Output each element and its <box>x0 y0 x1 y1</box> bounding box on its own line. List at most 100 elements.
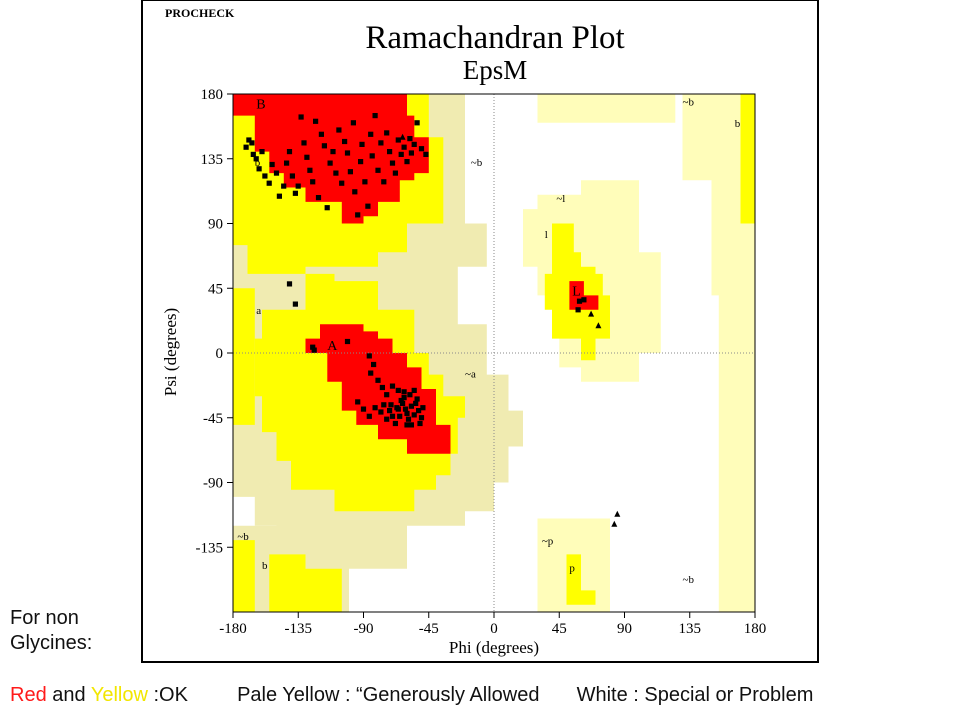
residue-point <box>395 406 401 412</box>
residue-point <box>402 406 409 412</box>
residue-point <box>411 412 417 418</box>
y-tick-label: 180 <box>201 87 224 103</box>
residue-point <box>359 141 365 147</box>
residue-point <box>389 160 396 166</box>
residue-point <box>401 389 407 395</box>
residue-point <box>423 151 429 157</box>
legend-white-text: White : Special or Problem <box>576 684 814 706</box>
residue-point <box>324 205 330 211</box>
residue-point <box>246 137 252 143</box>
residue-point <box>253 156 259 162</box>
residue-point <box>315 195 322 201</box>
residue-point <box>414 396 420 402</box>
residue-point <box>366 353 372 359</box>
residue-point <box>392 420 398 427</box>
residue-point <box>344 150 351 156</box>
x-tick-label: 135 <box>679 621 702 637</box>
residue-point <box>395 137 401 143</box>
x-tick-label: -90 <box>354 621 374 637</box>
residue-point <box>395 387 401 393</box>
residue-point <box>400 400 406 406</box>
residue-point <box>381 402 387 408</box>
residue-point <box>250 151 256 157</box>
residue-point <box>404 410 410 416</box>
residue-point <box>378 409 384 415</box>
legend-red-word: Red <box>10 684 47 706</box>
residue-point <box>387 149 393 155</box>
residue-point <box>375 377 381 383</box>
y-tick-label: 135 <box>201 152 224 168</box>
residue-point <box>369 153 375 159</box>
allowed-region-left-edge-low <box>233 540 255 612</box>
residue-point <box>339 180 345 186</box>
chart-subtitle: EpsM <box>463 55 528 85</box>
residue-point <box>313 118 319 124</box>
residue-point <box>333 170 339 176</box>
residue-point <box>418 415 425 421</box>
residue-point <box>281 183 287 189</box>
residue-point <box>408 150 414 156</box>
residue-point <box>381 179 387 185</box>
region-label: ~a <box>465 368 476 380</box>
residue-point <box>311 347 317 353</box>
residue-point <box>286 281 293 287</box>
residue-point <box>575 307 581 313</box>
residue-point <box>318 131 324 137</box>
x-tick-label: 0 <box>490 621 498 637</box>
residue-point <box>417 420 423 427</box>
residue-point <box>398 151 404 157</box>
x-tick-label: -180 <box>219 621 247 637</box>
residue-point <box>355 212 361 218</box>
residue-point <box>327 160 333 166</box>
residue-point <box>286 149 293 155</box>
residue-point <box>389 383 396 389</box>
residue-point <box>304 154 310 160</box>
residue-point-triangle <box>588 310 595 317</box>
residue-point <box>360 406 367 412</box>
residue-point <box>307 167 313 173</box>
residue-point <box>576 298 583 304</box>
residue-point <box>388 402 394 408</box>
residue-point <box>389 413 396 419</box>
allowed-region-lower-left <box>269 554 342 612</box>
residue-point <box>414 120 420 126</box>
core-region-alpha <box>305 324 451 454</box>
legend-yellow-word: Yellow <box>90 684 148 706</box>
x-tick-label: 90 <box>617 621 632 637</box>
y-tick-label: 45 <box>208 281 223 297</box>
residue-point-triangle <box>614 510 621 517</box>
x-tick-label: -45 <box>419 621 439 637</box>
zero-reference-lines <box>233 94 755 612</box>
region-label: A <box>327 339 338 354</box>
residue-point <box>413 400 419 406</box>
residue-point <box>243 144 249 150</box>
residue-point <box>408 403 414 409</box>
chart-title: Ramachandran Plot <box>365 20 624 56</box>
residue-point <box>365 203 371 209</box>
residue-point <box>289 173 295 179</box>
residue-point <box>276 193 282 199</box>
residue-point <box>350 120 356 126</box>
residue-point <box>295 183 301 189</box>
program-label: PROCHECK <box>165 6 235 20</box>
legend-and-word: and <box>52 684 86 706</box>
residue-point <box>249 140 255 146</box>
residue-point <box>384 392 390 398</box>
y-axis-ticks: 180 135 90 45 0 -45 -90 -135 <box>196 87 233 556</box>
residue-point <box>352 189 358 195</box>
residue-point <box>411 141 417 147</box>
residue-point <box>401 395 407 401</box>
residue-point <box>401 144 407 150</box>
allowed-region-left-alpha <box>233 288 255 425</box>
residue-point <box>379 384 385 391</box>
residue-point <box>366 413 372 419</box>
residue-points <box>243 113 621 527</box>
region-label: b <box>255 157 261 169</box>
region-label: ~b <box>683 574 695 586</box>
x-tick-label: -135 <box>285 621 313 637</box>
residue-point <box>408 422 414 428</box>
x-tick-label: 180 <box>744 621 767 637</box>
x-tick-label: 45 <box>552 621 567 637</box>
residue-point <box>266 180 272 186</box>
